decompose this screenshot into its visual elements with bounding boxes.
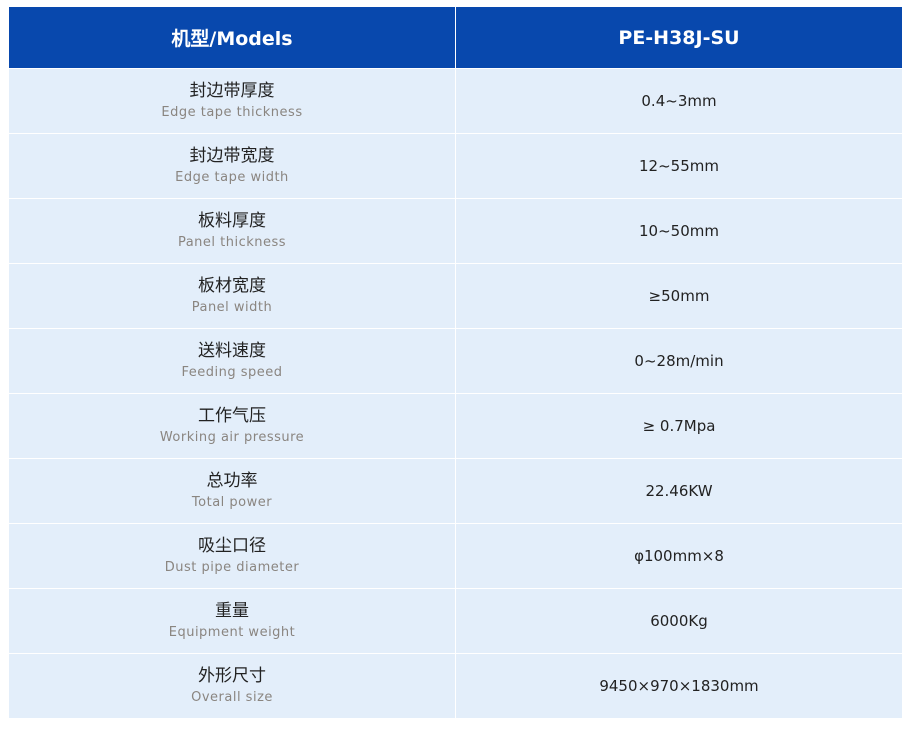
spec-label-cn: 送料速度 xyxy=(198,341,266,361)
table-row: 板材宽度 Panel width ≥50mm xyxy=(8,263,903,329)
spec-label-cn: 总功率 xyxy=(206,471,258,491)
spec-value: 9450×970×1830mm xyxy=(455,653,903,719)
spec-label-en: Equipment weight xyxy=(168,625,296,640)
table-row: 工作气压 Working air pressure ≥ 0.7Mpa xyxy=(8,393,903,459)
spec-label: 送料速度 Feeding speed xyxy=(8,328,456,394)
spec-label-cn: 板材宽度 xyxy=(198,276,266,296)
header-models: 机型/Models xyxy=(8,6,456,69)
header-row: 机型/Models PE-H38J-SU xyxy=(8,6,903,69)
spec-value: 12~55mm xyxy=(455,133,903,199)
spec-value: 6000Kg xyxy=(455,588,903,654)
spec-value: 22.46KW xyxy=(455,458,903,524)
spec-value: 0~28m/min xyxy=(455,328,903,394)
spec-label-en: Working air pressure xyxy=(159,430,305,445)
table-row: 板料厚度 Panel thickness 10~50mm xyxy=(8,198,903,264)
spec-label-en: Feeding speed xyxy=(181,365,283,380)
spec-label: 吸尘口径 Dust pipe diameter xyxy=(8,523,456,589)
spec-label-cn: 封边带厚度 xyxy=(189,81,275,101)
spec-value: ≥50mm xyxy=(455,263,903,329)
spec-label-cn: 封边带宽度 xyxy=(189,146,275,166)
table-row: 送料速度 Feeding speed 0~28m/min xyxy=(8,328,903,394)
spec-value: 10~50mm xyxy=(455,198,903,264)
spec-label: 板材宽度 Panel width xyxy=(8,263,456,329)
spec-label: 外形尺寸 Overall size xyxy=(8,653,456,719)
spec-label-cn: 外形尺寸 xyxy=(198,666,266,686)
spec-label-cn: 板料厚度 xyxy=(198,211,266,231)
spec-label-cn: 吸尘口径 xyxy=(198,536,266,556)
spec-label-en: Edge tape thickness xyxy=(161,105,303,120)
spec-label: 板料厚度 Panel thickness xyxy=(8,198,456,264)
spec-label: 重量 Equipment weight xyxy=(8,588,456,654)
table-row: 封边带宽度 Edge tape width 12~55mm xyxy=(8,133,903,199)
spec-label: 封边带宽度 Edge tape width xyxy=(8,133,456,199)
spec-value: ≥ 0.7Mpa xyxy=(455,393,903,459)
spec-label-en: Panel thickness xyxy=(177,235,287,250)
spec-label-en: Dust pipe diameter xyxy=(164,560,300,575)
spec-table: 机型/Models PE-H38J-SU 封边带厚度 Edge tape thi… xyxy=(8,6,903,719)
spec-value: 0.4~3mm xyxy=(455,68,903,134)
table-row: 总功率 Total power 22.46KW xyxy=(8,458,903,524)
spec-label: 总功率 Total power xyxy=(8,458,456,524)
table-row: 吸尘口径 Dust pipe diameter φ100mm×8 xyxy=(8,523,903,589)
spec-label: 封边带厚度 Edge tape thickness xyxy=(8,68,456,134)
header-model-name: PE-H38J-SU xyxy=(455,6,903,69)
table-row: 外形尺寸 Overall size 9450×970×1830mm xyxy=(8,653,903,719)
spec-label-en: Overall size xyxy=(191,690,273,705)
spec-label-en: Edge tape width xyxy=(175,170,289,185)
spec-label-cn: 重量 xyxy=(215,601,249,621)
spec-label-en: Panel width xyxy=(191,300,273,315)
spec-label: 工作气压 Working air pressure xyxy=(8,393,456,459)
spec-label-en: Total power xyxy=(191,495,273,510)
table-row: 封边带厚度 Edge tape thickness 0.4~3mm xyxy=(8,68,903,134)
spec-label-cn: 工作气压 xyxy=(198,406,266,426)
table-row: 重量 Equipment weight 6000Kg xyxy=(8,588,903,654)
spec-value: φ100mm×8 xyxy=(455,523,903,589)
